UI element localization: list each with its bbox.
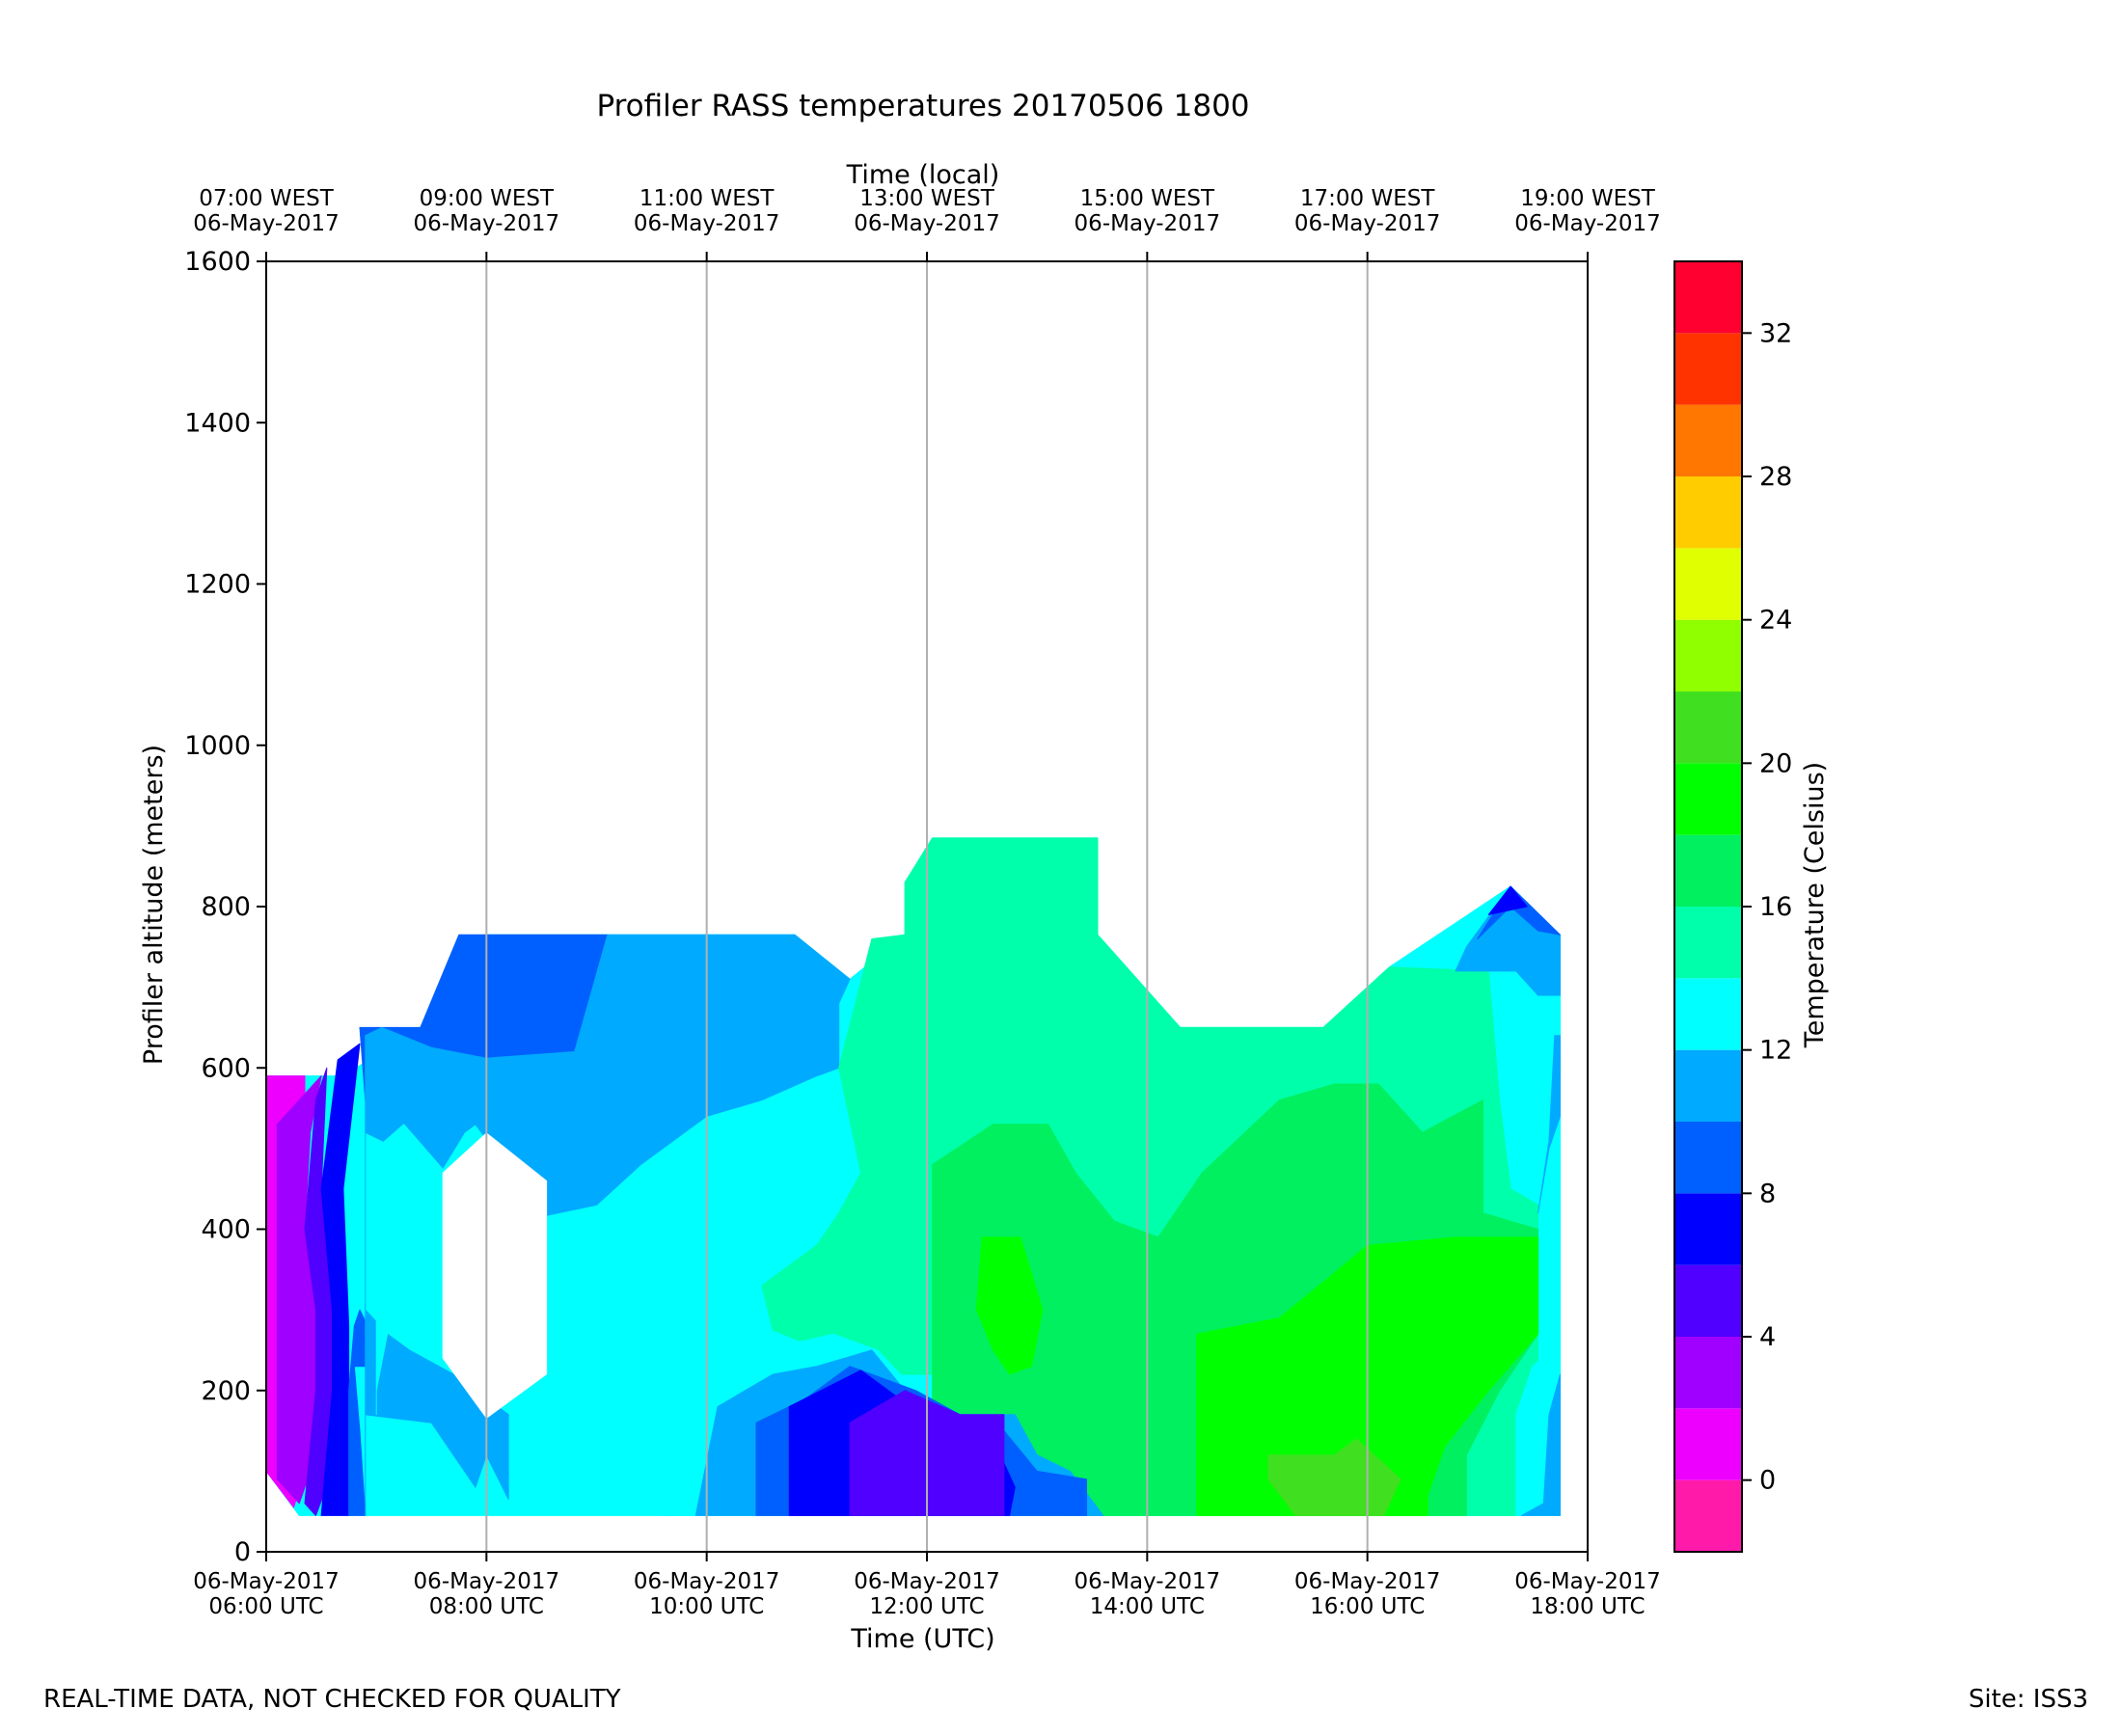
x-axis-top-label: Time (local) bbox=[846, 160, 1000, 190]
y-tick-label-1: 200 bbox=[201, 1376, 251, 1406]
y-tick-label-8: 1600 bbox=[184, 247, 251, 277]
chart-title: Profiler RASS temperatures 20170506 1800 bbox=[596, 89, 1249, 123]
colorbar-tick-label-5: 20 bbox=[1759, 748, 1792, 778]
x-top-tick-date-1: 06-May-2017 bbox=[414, 211, 560, 236]
grid-lines bbox=[485, 261, 1369, 1552]
x-tick-time-2: 10:00 UTC bbox=[649, 1594, 764, 1619]
contour-band-18-11 bbox=[975, 1236, 1044, 1375]
colorbar: 0 4 8 12 16 20 24 28 32 bbox=[1673, 260, 1792, 1553]
x-top-tick-time-1: 09:00 WEST bbox=[420, 186, 555, 211]
colorbar-tick-label-6: 24 bbox=[1759, 606, 1792, 636]
colorbar-label: Temperature (Celsius) bbox=[1800, 762, 1830, 1048]
x-top-tick-time-3: 13:00 WEST bbox=[859, 186, 994, 211]
quality-disclaimer: REAL-TIME DATA, NOT CHECKED FOR QUALITY bbox=[43, 1685, 621, 1714]
x-top-tick-time-2: 11:00 WEST bbox=[639, 186, 775, 211]
colorbar-band-4 bbox=[1674, 1264, 1742, 1337]
x-top-tick-date-4: 06-May-2017 bbox=[1075, 211, 1221, 236]
y-tick-label-6: 1200 bbox=[184, 570, 251, 600]
x-tick-time-4: 14:00 UTC bbox=[1090, 1594, 1205, 1619]
x-top-tick-date-2: 06-May-2017 bbox=[634, 211, 780, 236]
y-axis-label: Profiler altitude (meters) bbox=[139, 745, 169, 1065]
x-tick-time-5: 16:00 UTC bbox=[1310, 1594, 1425, 1619]
x-axis-label: Time (UTC) bbox=[850, 1624, 994, 1654]
x-top-tick-date-6: 06-May-2017 bbox=[1514, 211, 1661, 236]
colorbar-band-30 bbox=[1674, 333, 1742, 405]
site-label: Site: ISS3 bbox=[1969, 1685, 2088, 1714]
colorbar-band-0 bbox=[1674, 1408, 1742, 1480]
colorbar-tick-label-8: 32 bbox=[1759, 318, 1792, 348]
x-tick-date-1: 06-May-2017 bbox=[414, 1569, 560, 1594]
colorbar-band-26 bbox=[1674, 476, 1742, 549]
y-tick-label-2: 400 bbox=[201, 1215, 251, 1245]
x-top-tick-date-0: 06-May-2017 bbox=[193, 211, 340, 236]
colorbar-band-22 bbox=[1674, 619, 1742, 692]
x-tick-time-1: 08:00 UTC bbox=[429, 1594, 544, 1619]
y-tick-label-0: 0 bbox=[234, 1537, 251, 1567]
y-tick-label-5: 1000 bbox=[184, 731, 251, 761]
colorbar-band-10 bbox=[1674, 1049, 1742, 1122]
colorbar-tick-label-4: 16 bbox=[1759, 892, 1792, 922]
colorbar-band-12 bbox=[1674, 978, 1742, 1050]
colorbar-band-6 bbox=[1674, 1193, 1742, 1265]
colorbar-tick-label-7: 28 bbox=[1759, 462, 1792, 492]
colorbar-band-2 bbox=[1674, 1337, 1742, 1409]
x-tick-date-3: 06-May-2017 bbox=[854, 1569, 1000, 1594]
axes: 0 200 400 600 800 1000 1200 1400 1600 06-May-2017… bbox=[184, 186, 1660, 1619]
y-tick-label-7: 1400 bbox=[184, 408, 251, 438]
x-top-tick-time-4: 15:00 WEST bbox=[1080, 186, 1215, 211]
colorbar-band-8 bbox=[1674, 1122, 1742, 1194]
x-top-tick-time-6: 19:00 WEST bbox=[1520, 186, 1655, 211]
colorbar-band-16 bbox=[1674, 834, 1742, 907]
colorbar-tick-label-0: 0 bbox=[1759, 1466, 1776, 1496]
colorbar-tick-label-3: 12 bbox=[1759, 1036, 1792, 1066]
contour-band-6-23 bbox=[1487, 885, 1528, 915]
colorbar-band-18 bbox=[1674, 763, 1742, 835]
no-data-region-0 bbox=[442, 1132, 548, 1419]
x-top-tick-time-0: 07:00 WEST bbox=[199, 186, 334, 211]
colorbar-band-20 bbox=[1674, 692, 1742, 764]
y-tick-label-4: 800 bbox=[201, 892, 251, 922]
x-tick-time-0: 06:00 UTC bbox=[208, 1594, 323, 1619]
colorbar-band-14 bbox=[1674, 907, 1742, 979]
contour-band-10-20 bbox=[1521, 1373, 1561, 1516]
x-tick-time-6: 18:00 UTC bbox=[1530, 1594, 1645, 1619]
colorbar-band-28 bbox=[1674, 404, 1742, 476]
contour-band-10-24 bbox=[1537, 1035, 1561, 1214]
colorbar-tick-label-1: 4 bbox=[1759, 1322, 1776, 1352]
x-top-tick-time-5: 17:00 WEST bbox=[1300, 186, 1435, 211]
x-top-tick-date-3: 06-May-2017 bbox=[854, 211, 1000, 236]
colorbar-tick-label-2: 8 bbox=[1759, 1179, 1776, 1208]
colorbar-band-24 bbox=[1674, 548, 1742, 620]
x-tick-date-6: 06-May-2017 bbox=[1514, 1569, 1661, 1594]
contour-fills bbox=[265, 837, 1561, 1516]
colorbar-band--2 bbox=[1674, 1479, 1742, 1552]
x-tick-date-4: 06-May-2017 bbox=[1075, 1569, 1221, 1594]
x-top-tick-date-5: 06-May-2017 bbox=[1294, 211, 1441, 236]
colorbar-band-32 bbox=[1674, 261, 1742, 334]
x-tick-date-0: 06-May-2017 bbox=[193, 1569, 340, 1594]
x-tick-date-5: 06-May-2017 bbox=[1294, 1569, 1441, 1594]
x-tick-time-3: 12:00 UTC bbox=[869, 1594, 984, 1619]
y-tick-label-3: 600 bbox=[201, 1053, 251, 1083]
x-tick-date-2: 06-May-2017 bbox=[634, 1569, 780, 1594]
